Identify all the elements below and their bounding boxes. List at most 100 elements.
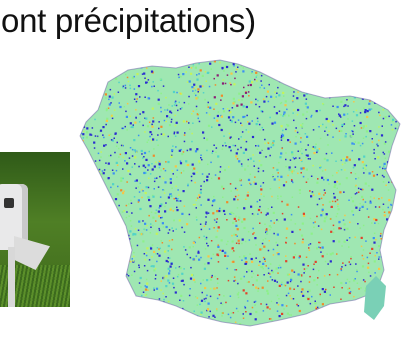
station-dot: [213, 109, 215, 111]
station-dot: [184, 141, 186, 143]
station-dot: [373, 152, 375, 154]
station-dot: [115, 198, 117, 200]
station-dot: [289, 288, 291, 290]
station-dot: [151, 314, 153, 316]
station-dot: [352, 200, 354, 202]
station-dot: [385, 141, 387, 143]
station-dot: [308, 290, 310, 292]
station-dot: [118, 148, 120, 150]
station-dot: [251, 258, 253, 260]
station-dot: [179, 93, 181, 95]
station-dot: [271, 270, 273, 272]
station-dot: [263, 60, 265, 62]
station-dot: [384, 310, 386, 312]
station-dot: [308, 158, 310, 160]
station-dot: [395, 102, 397, 104]
station-dot: [170, 195, 172, 197]
station-dot: [293, 109, 295, 111]
station-dot: [282, 137, 284, 139]
station-dot: [396, 256, 398, 258]
station-dot: [276, 112, 278, 114]
station-dot: [127, 77, 129, 79]
station-dot: [392, 129, 394, 131]
station-dot: [122, 157, 124, 159]
station-dot: [83, 251, 85, 253]
station-dot: [368, 103, 370, 105]
station-dot: [307, 291, 309, 293]
station-dot: [236, 269, 238, 271]
station-dot: [117, 186, 119, 188]
station-dot: [193, 204, 195, 206]
station-dot: [329, 76, 331, 78]
station-dot: [354, 164, 356, 166]
station-dot: [338, 208, 340, 210]
station-dot: [125, 85, 127, 87]
station-dot: [397, 231, 399, 233]
station-dot: [154, 178, 156, 180]
station-dot: [294, 327, 296, 329]
station-dot: [234, 78, 236, 80]
station-dot: [179, 102, 181, 104]
station-dot: [82, 196, 84, 198]
station-dot: [316, 216, 318, 218]
station-dot: [155, 162, 157, 164]
station-dot: [327, 179, 329, 181]
station-dot: [180, 295, 182, 297]
station-dot: [238, 99, 240, 101]
station-dot: [272, 279, 274, 281]
station-dot: [289, 295, 291, 297]
station-dot: [333, 193, 335, 195]
station-dot: [380, 75, 382, 77]
station-dot: [196, 148, 198, 150]
station-dot: [273, 140, 275, 142]
station-dot: [364, 96, 366, 98]
station-dot: [100, 213, 102, 215]
station-dot: [238, 195, 240, 197]
station-dot: [166, 226, 168, 228]
station-dot: [382, 101, 384, 103]
station-dot: [379, 317, 381, 319]
station-dot: [210, 296, 212, 298]
station-dot: [305, 74, 307, 76]
station-dot: [297, 114, 299, 116]
station-dot: [262, 149, 264, 151]
station-dot: [306, 98, 308, 100]
station-dot: [153, 269, 155, 271]
station-dot: [252, 233, 254, 235]
station-dot: [371, 248, 373, 250]
station-dot: [322, 213, 324, 215]
station-dot: [365, 89, 367, 91]
station-dot: [196, 74, 198, 76]
station-dot: [158, 228, 160, 230]
station-dot: [379, 166, 381, 168]
station-dot: [188, 67, 190, 69]
station-dot: [358, 303, 360, 305]
station-dot: [370, 275, 372, 277]
station-dot: [280, 114, 282, 116]
station-dot: [109, 253, 111, 255]
station-dot: [148, 97, 150, 99]
station-dot: [259, 160, 261, 162]
station-dot: [131, 203, 133, 205]
station-dot: [109, 250, 111, 252]
station-dot: [379, 91, 381, 93]
station-dot: [372, 67, 374, 69]
station-dot: [301, 235, 303, 237]
station-dot: [177, 132, 179, 134]
station-dot: [233, 65, 235, 67]
station-dot: [250, 184, 252, 186]
station-dot: [258, 288, 260, 290]
station-dot: [161, 133, 163, 135]
station-dot: [314, 302, 316, 304]
station-dot: [306, 169, 308, 171]
station-dot: [105, 124, 107, 126]
station-dot: [232, 116, 234, 118]
station-dot: [312, 61, 314, 63]
station-dot: [151, 212, 153, 214]
station-dot: [144, 265, 146, 267]
station-dot: [397, 288, 399, 290]
station-dot: [151, 163, 153, 165]
station-dot: [323, 104, 325, 106]
station-dot: [337, 274, 339, 276]
station-dot: [139, 96, 141, 98]
